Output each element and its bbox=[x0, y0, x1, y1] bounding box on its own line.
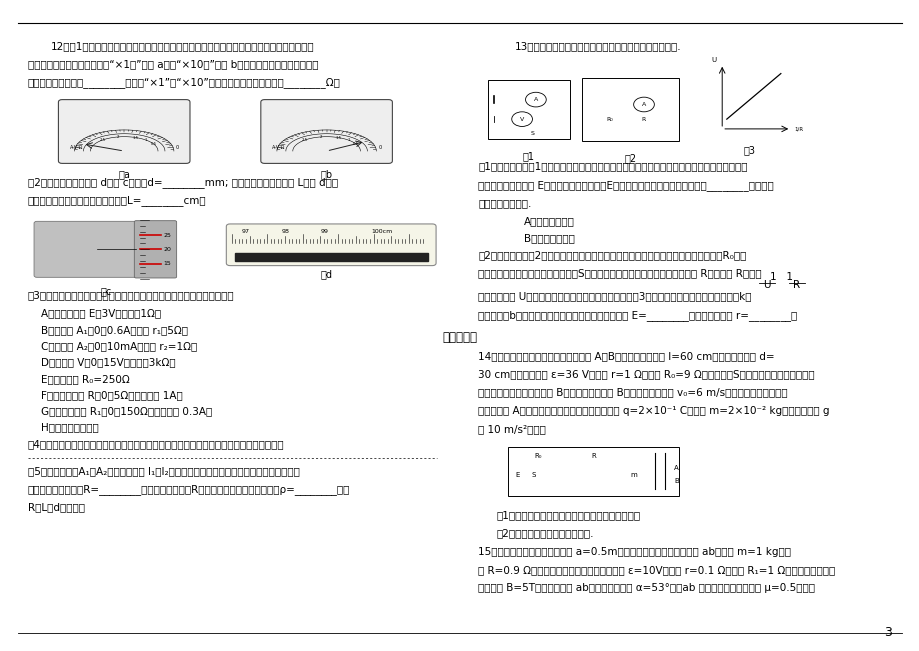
Text: A-V-Ω: A-V-Ω bbox=[70, 145, 83, 150]
Text: H．开关、导线若干: H．开关、导线若干 bbox=[41, 422, 99, 432]
Text: 测该段金属丝应选择________档（填“×1”或“×10”），该段金属丝的阻値约为________Ω。: 测该段金属丝应选择________档（填“×1”或“×10”），该段金属丝的阻値… bbox=[28, 77, 340, 89]
Text: B: B bbox=[674, 478, 678, 484]
Text: R: R bbox=[641, 117, 645, 122]
Text: （1）甲同学选用图1所示的电路图测量该电池的电动势和内阻，在触测量与计算无误的情况下，: （1）甲同学选用图1所示的电路图测量该电池的电动势和内阻，在触测量与计算无误的情… bbox=[478, 161, 747, 171]
FancyBboxPatch shape bbox=[59, 100, 190, 163]
Text: 1   1: 1 1 bbox=[770, 272, 793, 282]
Text: S: S bbox=[531, 471, 535, 478]
Text: A: A bbox=[533, 97, 538, 102]
Text: （4）请根据你选择的实验器材在下面的虚线框内画出实验电路图并标明所选器材的字母代号: （4）请根据你选择的实验器材在下面的虚线框内画出实验电路图并标明所选器材的字母代… bbox=[28, 439, 284, 449]
Bar bbox=[234, 253, 427, 261]
Text: 30 cm，电源电动势 ε=36 V，内阻 r=1 Ω，电阻 R₀=9 Ω，闭合开关S，待电路稳定后，将一带负: 30 cm，电源电动势 ε=36 V，内阻 r=1 Ω，电阻 R₀=9 Ω，闭合… bbox=[478, 369, 814, 379]
Text: 前的字母）造成的.: 前的字母）造成的. bbox=[478, 198, 531, 208]
Text: B．电流表 A₁（0～0.6A，内阻 r₁剠5Ω）: B．电流表 A₁（0～0.6A，内阻 r₁剠5Ω） bbox=[41, 325, 188, 335]
Text: A．电源电动势 E（3V，内阻剠1Ω）: A．电源电动势 E（3V，内阻剠1Ω） bbox=[41, 309, 162, 318]
Bar bbox=[582, 77, 678, 141]
FancyBboxPatch shape bbox=[261, 100, 392, 163]
FancyBboxPatch shape bbox=[226, 224, 436, 266]
Text: 2: 2 bbox=[319, 135, 322, 139]
Text: A: A bbox=[641, 102, 645, 107]
Text: 12．（1）测某金属丝的电阔率，为了精确的测出金属丝的电阔，需用欧姆表对金属丝的电阔: 12．（1）测某金属丝的电阔率，为了精确的测出金属丝的电阔，需用欧姆表对金属丝的… bbox=[51, 41, 314, 51]
Text: 1/R: 1/R bbox=[793, 126, 802, 132]
Text: 阻 R=0.9 Ω，与导轨接触良好；电源电动势为 ε=10V，内阻 r=0.1 Ω，电阻 R₁=1 Ω；外加匀强磁场磁: 阻 R=0.9 Ω，与导轨接触良好；电源电动势为 ε=10V，内阻 r=0.1 … bbox=[478, 565, 834, 575]
Text: 图d: 图d bbox=[320, 270, 333, 279]
Text: U: U bbox=[763, 280, 770, 290]
Text: R: R bbox=[792, 280, 800, 290]
Text: （2）滑动变阻器接入电路的电阻.: （2）滑动变阻器接入电路的电阻. bbox=[496, 529, 594, 538]
Text: 2.5: 2.5 bbox=[301, 138, 308, 142]
Text: 粗测，下图是分别用欧姆档的“×1档”（图 a）和“×10档”（图 b）测量时表针所指的位置。复: 粗测，下图是分别用欧姆档的“×1档”（图 a）和“×10档”（图 b）测量时表针… bbox=[28, 59, 318, 69]
Text: 纵轴截距为b，则这个实验中所测电池电动势的测量値 E=________，内阻的测量値 r=________。: 纵轴截距为b，则这个实验中所测电池电动势的测量値 E=________，内阻的测… bbox=[478, 310, 797, 321]
Text: 99: 99 bbox=[321, 229, 328, 234]
Text: R、L、d表示）。: R、L、d表示）。 bbox=[28, 503, 85, 512]
Text: 四、解答题: 四、解答题 bbox=[442, 331, 477, 344]
Text: G．滑动变阻器 R₁（0～150Ω，额定电流 0.3A）: G．滑动变阻器 R₁（0～150Ω，额定电流 0.3A） bbox=[41, 406, 212, 416]
Text: 1: 1 bbox=[346, 138, 349, 142]
Text: 97: 97 bbox=[242, 229, 249, 234]
Text: 电压表的示数 U，并作记录，根据多组实验数据绘出如图3所示的图像，若已知图线的斜率为k，: 电压表的示数 U，并作记录，根据多组实验数据绘出如图3所示的图像，若已知图线的斜… bbox=[478, 292, 751, 301]
Text: D．电压表 V（0～15V，内阻剠3kΩ）: D．电压表 V（0～15V，内阻剠3kΩ） bbox=[41, 357, 176, 367]
Text: 1.5: 1.5 bbox=[335, 135, 341, 139]
Text: 图2: 图2 bbox=[623, 153, 636, 163]
Text: m: m bbox=[630, 471, 636, 478]
Text: （3）为了更精确的测量该段金属丝的电阔，实验室提供了如下实验器材：: （3）为了更精确的测量该段金属丝的电阔，实验室提供了如下实验器材： bbox=[28, 290, 234, 300]
Text: 图c: 图c bbox=[100, 286, 111, 296]
Text: 图3: 图3 bbox=[743, 145, 755, 155]
Text: R₀: R₀ bbox=[606, 117, 612, 122]
Text: 图a: 图a bbox=[119, 169, 130, 179]
Text: 3: 3 bbox=[883, 626, 891, 639]
Text: 2: 2 bbox=[117, 135, 119, 139]
Text: 属丝的左端从零刻度线对齐）所示，L=________cm。: 属丝的左端从零刻度线对齐）所示，L=________cm。 bbox=[28, 195, 206, 206]
Text: 15: 15 bbox=[164, 261, 171, 266]
Text: 电的小球（可视为质点）从 B板左端且非常靠近 B板的位置以初速度 v₀=6 m/s水平向右射入两板间，: 电的小球（可视为质点）从 B板左端且非常靠近 B板的位置以初速度 v₀=6 m/… bbox=[478, 387, 788, 397]
Text: （2）所测金属丝的直径 d如图 c所示，d=________mm; 接入电路金属丝的长度 L如图 d（金: （2）所测金属丝的直径 d如图 c所示，d=________mm; 接入电路金属… bbox=[28, 177, 337, 188]
Text: 100cm: 100cm bbox=[370, 229, 392, 234]
Text: 25: 25 bbox=[164, 232, 172, 238]
Bar bbox=[508, 447, 678, 496]
Circle shape bbox=[525, 92, 546, 107]
Text: A．电压表的分流: A．电压表的分流 bbox=[524, 216, 574, 226]
Text: U: U bbox=[710, 57, 716, 64]
Text: 图1: 图1 bbox=[522, 151, 535, 161]
Text: C．电流表 A₂（0～10mA，内阻 r₂=1Ω）: C．电流表 A₂（0～10mA，内阻 r₂=1Ω） bbox=[41, 341, 198, 351]
Text: 98: 98 bbox=[281, 229, 289, 234]
Text: F．滑动变阻器 R（0～5Ω，额定电流 1A）: F．滑动变阻器 R（0～5Ω，额定电流 1A） bbox=[41, 390, 183, 400]
Text: 0.5: 0.5 bbox=[150, 142, 156, 146]
Text: E: E bbox=[516, 471, 519, 478]
Text: 据实验电路图连接好电路，闭合开关S，逐次改变电阻笱接入电路中电阻的阻値 R，读出与 R对应的: 据实验电路图连接好电路，闭合开关S，逐次改变电阻笱接入电路中电阻的阻値 R，读出… bbox=[478, 268, 761, 278]
Text: E．定値电阻 R₀=250Ω: E．定値电阻 R₀=250Ω bbox=[41, 374, 130, 383]
Text: 小球恰好从 A板右边边缘射出，已知小球带电荷量 q=2×10⁻¹ C，质量 m=2×10⁻² kg，重力加速度 g: 小球恰好从 A板右边边缘射出，已知小球带电荷量 q=2×10⁻¹ C，质量 m=… bbox=[478, 406, 829, 415]
Text: 15．如图所示，水平导轨间距为 a=0.5m，导轨电阻忽略不计；导体棒 ab的质量 m=1 kg，电: 15．如图所示，水平导轨间距为 a=0.5m，导轨电阻忽略不计；导体棒 ab的质… bbox=[478, 547, 790, 557]
Text: （5）若将选电表A₁、A₂的读数分别用 I₁、I₂表示，根据你上面所设计的实验电路，所测金属: （5）若将选电表A₁、A₂的读数分别用 I₁、I₂表示，根据你上面所设计的实验电… bbox=[28, 466, 300, 476]
Circle shape bbox=[633, 97, 653, 112]
Text: A: A bbox=[674, 465, 678, 471]
Text: V: V bbox=[519, 117, 524, 122]
Text: 图b: 图b bbox=[320, 169, 333, 179]
FancyBboxPatch shape bbox=[34, 221, 145, 277]
Text: S: S bbox=[530, 132, 534, 136]
FancyBboxPatch shape bbox=[134, 221, 176, 278]
Text: 1: 1 bbox=[144, 138, 147, 142]
Text: B．电流表的分压: B．电流表的分压 bbox=[524, 233, 574, 243]
Circle shape bbox=[511, 112, 532, 126]
Text: R₀: R₀ bbox=[534, 454, 541, 460]
Text: 1.5: 1.5 bbox=[132, 135, 139, 139]
Text: 2.5: 2.5 bbox=[99, 138, 106, 142]
Text: 0.5: 0.5 bbox=[352, 142, 358, 146]
Text: 20: 20 bbox=[164, 247, 172, 252]
Text: （2）乙同学选用图2所示的电路图测量该电池的电动势和内阻，其中定値电阻的阻値为R₀，根: （2）乙同学选用图2所示的电路图测量该电池的电动势和内阻，其中定値电阻的阻値为R… bbox=[478, 250, 746, 260]
Text: 14．如图所示的电路中，两平行金属板 A、B水平放置，极板长 l=60 cm，两板间的距离 d=: 14．如图所示的电路中，两平行金属板 A、B水平放置，极板长 l=60 cm，两… bbox=[478, 351, 774, 361]
Text: 感应强度 B=5T，方向垂直于 ab，与导轨平面成 α=53°角；ab 与导轨间动摩擦因数为 μ=0.5（设最: 感应强度 B=5T，方向垂直于 ab，与导轨平面成 α=53°角；ab 与导轨间… bbox=[478, 583, 814, 593]
Text: R: R bbox=[590, 454, 596, 460]
Text: 0: 0 bbox=[176, 145, 179, 150]
Text: 13．某科技小组的同学通过查找资料动手制作了一个电池.: 13．某科技小组的同学通过查找资料动手制作了一个电池. bbox=[515, 41, 681, 51]
Text: 取 10 m/s²，求：: 取 10 m/s²，求： bbox=[478, 424, 546, 434]
Bar bbox=[487, 80, 570, 139]
Text: 丝的电阻的表达式为R=________，若所测电阻値为R所测金属丝电阻率的表达式为ρ=________（用: 丝的电阻的表达式为R=________，若所测电阻値为R所测金属丝电阻率的表达式… bbox=[28, 484, 349, 495]
Text: 0: 0 bbox=[378, 145, 380, 150]
Text: （1）带电小球在平行金属板间运动的加速度大小。: （1）带电小球在平行金属板间运动的加速度大小。 bbox=[496, 510, 641, 520]
Text: A-V-Ω: A-V-Ω bbox=[272, 145, 285, 150]
Text: 所得到的电源电动势 E的测量値比真实値小，E的测量値比真实値小的原因可能是________（填选项: 所得到的电源电动势 E的测量値比真实値小，E的测量値比真实値小的原因可能是___… bbox=[478, 180, 773, 191]
